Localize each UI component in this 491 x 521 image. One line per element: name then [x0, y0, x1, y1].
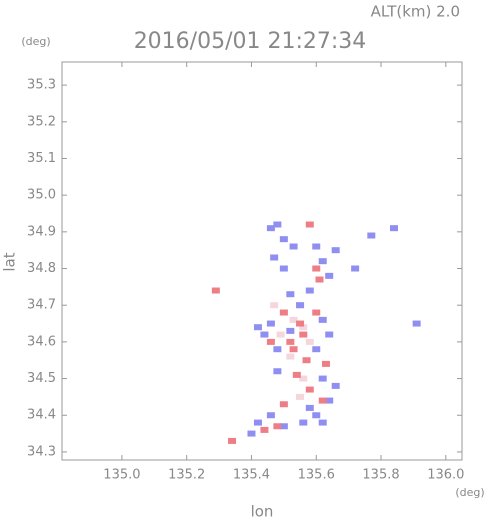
y-tick-label: 35.0 [27, 188, 56, 203]
echo-cell [276, 331, 285, 338]
echo-cell [253, 419, 262, 426]
y-tick-label: 34.6 [27, 334, 56, 349]
echo-cell [296, 320, 305, 327]
echo-cell [266, 225, 275, 232]
echo-cell [299, 375, 308, 382]
echo-cell [266, 412, 275, 419]
echo-cell [296, 393, 305, 400]
echo-cell [279, 265, 288, 272]
echo-cell [312, 412, 321, 419]
echo-cell [228, 437, 237, 444]
echo-cell [312, 309, 321, 316]
echo-cell [331, 247, 340, 254]
echo-cell [279, 401, 288, 408]
echo-cell [299, 419, 308, 426]
echo-cell [279, 236, 288, 243]
echo-cell [318, 316, 327, 323]
y-tick-label: 34.5 [27, 371, 56, 386]
echo-cell [273, 221, 282, 228]
echo-cell [253, 324, 262, 331]
x-tick-label: 135.6 [298, 468, 335, 483]
x-tick-label: 135.4 [233, 468, 270, 483]
echo-cell [325, 331, 334, 338]
x-unit: (deg) [455, 486, 484, 499]
echo-cell [273, 423, 282, 430]
altitude-label: ALT(km) 2.0 [371, 3, 460, 21]
echo-cell [292, 371, 301, 378]
y-tick-label: 34.9 [27, 224, 56, 239]
echo-cell [389, 225, 398, 232]
echo-cell [289, 316, 298, 323]
echo-cell [325, 272, 334, 279]
echo-cell [325, 397, 334, 404]
echo-cell [289, 346, 298, 353]
echo-cell [302, 357, 311, 364]
echo-cell [318, 258, 327, 265]
y-tick-label: 35.2 [27, 114, 56, 129]
y-tick-label: 35.3 [27, 78, 56, 93]
echo-cell [270, 302, 279, 309]
echo-cell [318, 397, 327, 404]
echo-cell [279, 423, 288, 430]
echo-cell [321, 360, 330, 367]
echo-cell [305, 287, 314, 294]
chart-title: 2016/05/01 21:27:34 [134, 29, 367, 54]
y-tick-label: 34.3 [27, 444, 56, 459]
echo-cell [312, 346, 321, 353]
echo-cell [273, 368, 282, 375]
echo-cell [299, 331, 308, 338]
echo-cell [286, 353, 295, 360]
echo-cell [305, 221, 314, 228]
echo-cell [289, 243, 298, 250]
x-axis-label: lon [251, 503, 274, 521]
y-tick-label: 34.8 [27, 261, 56, 276]
echo-cell [266, 338, 275, 345]
echo-cell [286, 327, 295, 334]
plot-frame [61, 61, 463, 461]
echo-cell [260, 426, 269, 433]
echo-cell [247, 430, 256, 437]
x-tick-label: 135.8 [362, 468, 399, 483]
echo-cell [331, 382, 340, 389]
x-tick-label: 135.2 [168, 468, 205, 483]
y-unit: (deg) [21, 35, 50, 48]
echo-cell [312, 243, 321, 250]
y-tick-label: 35.1 [27, 151, 56, 166]
echo-cell [315, 276, 324, 283]
echo-cell [351, 265, 360, 272]
x-tick-label: 135.0 [103, 468, 140, 483]
echo-cell [305, 386, 314, 393]
echo-cell [260, 331, 269, 338]
echo-cell [211, 287, 220, 294]
echo-cell [270, 254, 279, 261]
echo-cell [318, 419, 327, 426]
echo-cell [305, 338, 314, 345]
echo-cell [273, 346, 282, 353]
echo-cell [312, 265, 321, 272]
echo-cell [296, 302, 305, 309]
echo-cell [318, 375, 327, 382]
y-tick-label: 34.7 [27, 298, 56, 313]
echo-cell [266, 320, 275, 327]
echo-cell [279, 309, 288, 316]
echo-cell [305, 404, 314, 411]
echo-cell [412, 320, 421, 327]
y-axis-label: lat [1, 252, 19, 271]
echo-cell [367, 232, 376, 239]
echo-cell [286, 291, 295, 298]
y-tick-label: 34.4 [27, 408, 56, 423]
echo-cell [286, 338, 295, 345]
echo-cell [299, 324, 308, 331]
x-tick-label: 136.0 [427, 468, 464, 483]
